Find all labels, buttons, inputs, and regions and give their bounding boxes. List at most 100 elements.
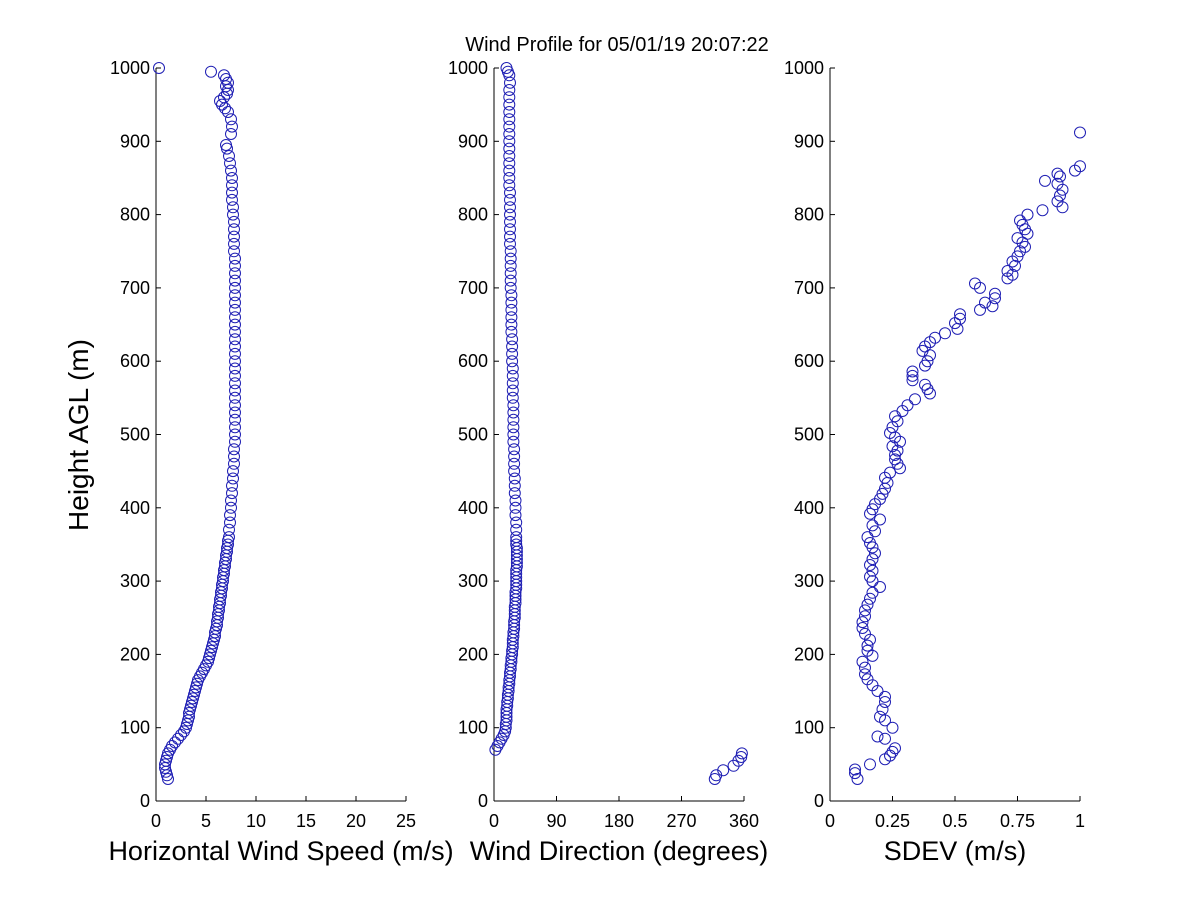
data-point — [229, 347, 241, 360]
data-point — [505, 303, 518, 316]
data-point — [856, 622, 869, 634]
x-tick-label: 0.25 — [875, 811, 910, 831]
data-point — [886, 440, 899, 453]
data-point — [510, 523, 523, 536]
data-point — [509, 509, 522, 522]
x-tick-label: 0.75 — [1000, 811, 1035, 831]
data-point — [169, 736, 181, 749]
data-point — [506, 340, 519, 353]
y-tick-label: 200 — [120, 644, 150, 664]
x-tick-label: 180 — [604, 811, 634, 831]
data-point — [503, 84, 516, 96]
data-point — [507, 406, 520, 419]
data-point — [717, 764, 730, 777]
y-axis-label: Height AGL (m) — [63, 339, 94, 531]
x-axis-label: SDEV (m/s) — [884, 836, 1027, 866]
data-point — [866, 586, 879, 599]
data-point — [504, 215, 516, 228]
data-point — [507, 428, 520, 441]
y-tick-label: 600 — [120, 351, 150, 371]
y-tick-label: 800 — [794, 205, 824, 225]
data-point — [175, 729, 187, 741]
x-axis-label: Wind Direction (degrees) — [470, 836, 769, 866]
data-point — [969, 277, 981, 290]
data-point — [228, 245, 240, 258]
x-tick-label: 270 — [666, 811, 696, 831]
data-point — [503, 113, 516, 126]
data-point — [162, 773, 174, 785]
data-point — [506, 347, 519, 360]
y-tick-label: 400 — [120, 498, 150, 518]
data-point — [504, 281, 517, 294]
y-tick-label: 700 — [120, 278, 150, 298]
data-point — [504, 230, 516, 243]
data-point — [510, 538, 523, 551]
data-point — [876, 487, 889, 500]
data-point — [225, 113, 237, 126]
data-point — [732, 754, 745, 767]
data-point — [1051, 167, 1064, 180]
data-point — [1074, 160, 1086, 173]
data-point — [506, 333, 519, 346]
data-point — [1036, 204, 1049, 217]
data-point — [864, 559, 876, 571]
y-tick-label: 300 — [794, 571, 824, 591]
data-point — [504, 193, 516, 206]
data-point — [229, 296, 241, 309]
data-point — [188, 688, 200, 701]
data-point — [876, 703, 889, 716]
data-point — [859, 627, 871, 640]
data-point — [889, 742, 901, 755]
data-point — [229, 391, 241, 404]
data-point — [864, 570, 876, 583]
data-point — [180, 721, 192, 734]
y-tick-label: 400 — [794, 498, 824, 518]
data-point — [505, 325, 518, 338]
data-point — [228, 215, 240, 228]
y-tick-label: 900 — [120, 131, 150, 151]
data-point — [228, 450, 240, 463]
data-point — [919, 378, 931, 391]
data-point — [505, 296, 518, 309]
y-tick-label: 800 — [120, 205, 150, 225]
data-point — [229, 413, 241, 426]
data-point — [504, 186, 516, 199]
data-point — [508, 457, 521, 470]
data-point — [226, 172, 238, 184]
data-point — [229, 325, 241, 338]
data-point — [181, 718, 193, 730]
data-point — [954, 312, 966, 325]
y-tick-label: 300 — [120, 571, 150, 591]
data-point — [229, 259, 241, 272]
x-tick-label: 15 — [296, 811, 316, 831]
data-point — [505, 289, 518, 302]
data-point — [503, 128, 516, 140]
data-point — [861, 598, 874, 611]
data-point — [929, 331, 941, 344]
data-point — [989, 292, 1001, 305]
data-point — [224, 157, 236, 170]
data-point — [229, 384, 241, 397]
data-point — [874, 513, 886, 526]
data-point — [505, 311, 518, 324]
data-point — [229, 369, 241, 382]
data-point — [510, 516, 523, 529]
data-point — [228, 223, 240, 236]
x-tick-label: 0.5 — [942, 811, 967, 831]
data-point — [227, 201, 239, 214]
data-point — [182, 714, 194, 727]
data-point — [229, 421, 241, 434]
data-point — [506, 369, 519, 382]
data-point — [504, 259, 517, 272]
data-point — [205, 644, 217, 657]
data-point — [221, 87, 233, 100]
y-tick-label: 500 — [120, 425, 150, 445]
data-point — [879, 690, 891, 703]
data-point — [229, 399, 241, 412]
data-point — [974, 303, 986, 316]
data-point — [224, 516, 236, 529]
data-point — [861, 531, 874, 544]
data-point — [161, 769, 173, 782]
data-point — [229, 406, 241, 419]
data-point — [228, 230, 240, 243]
